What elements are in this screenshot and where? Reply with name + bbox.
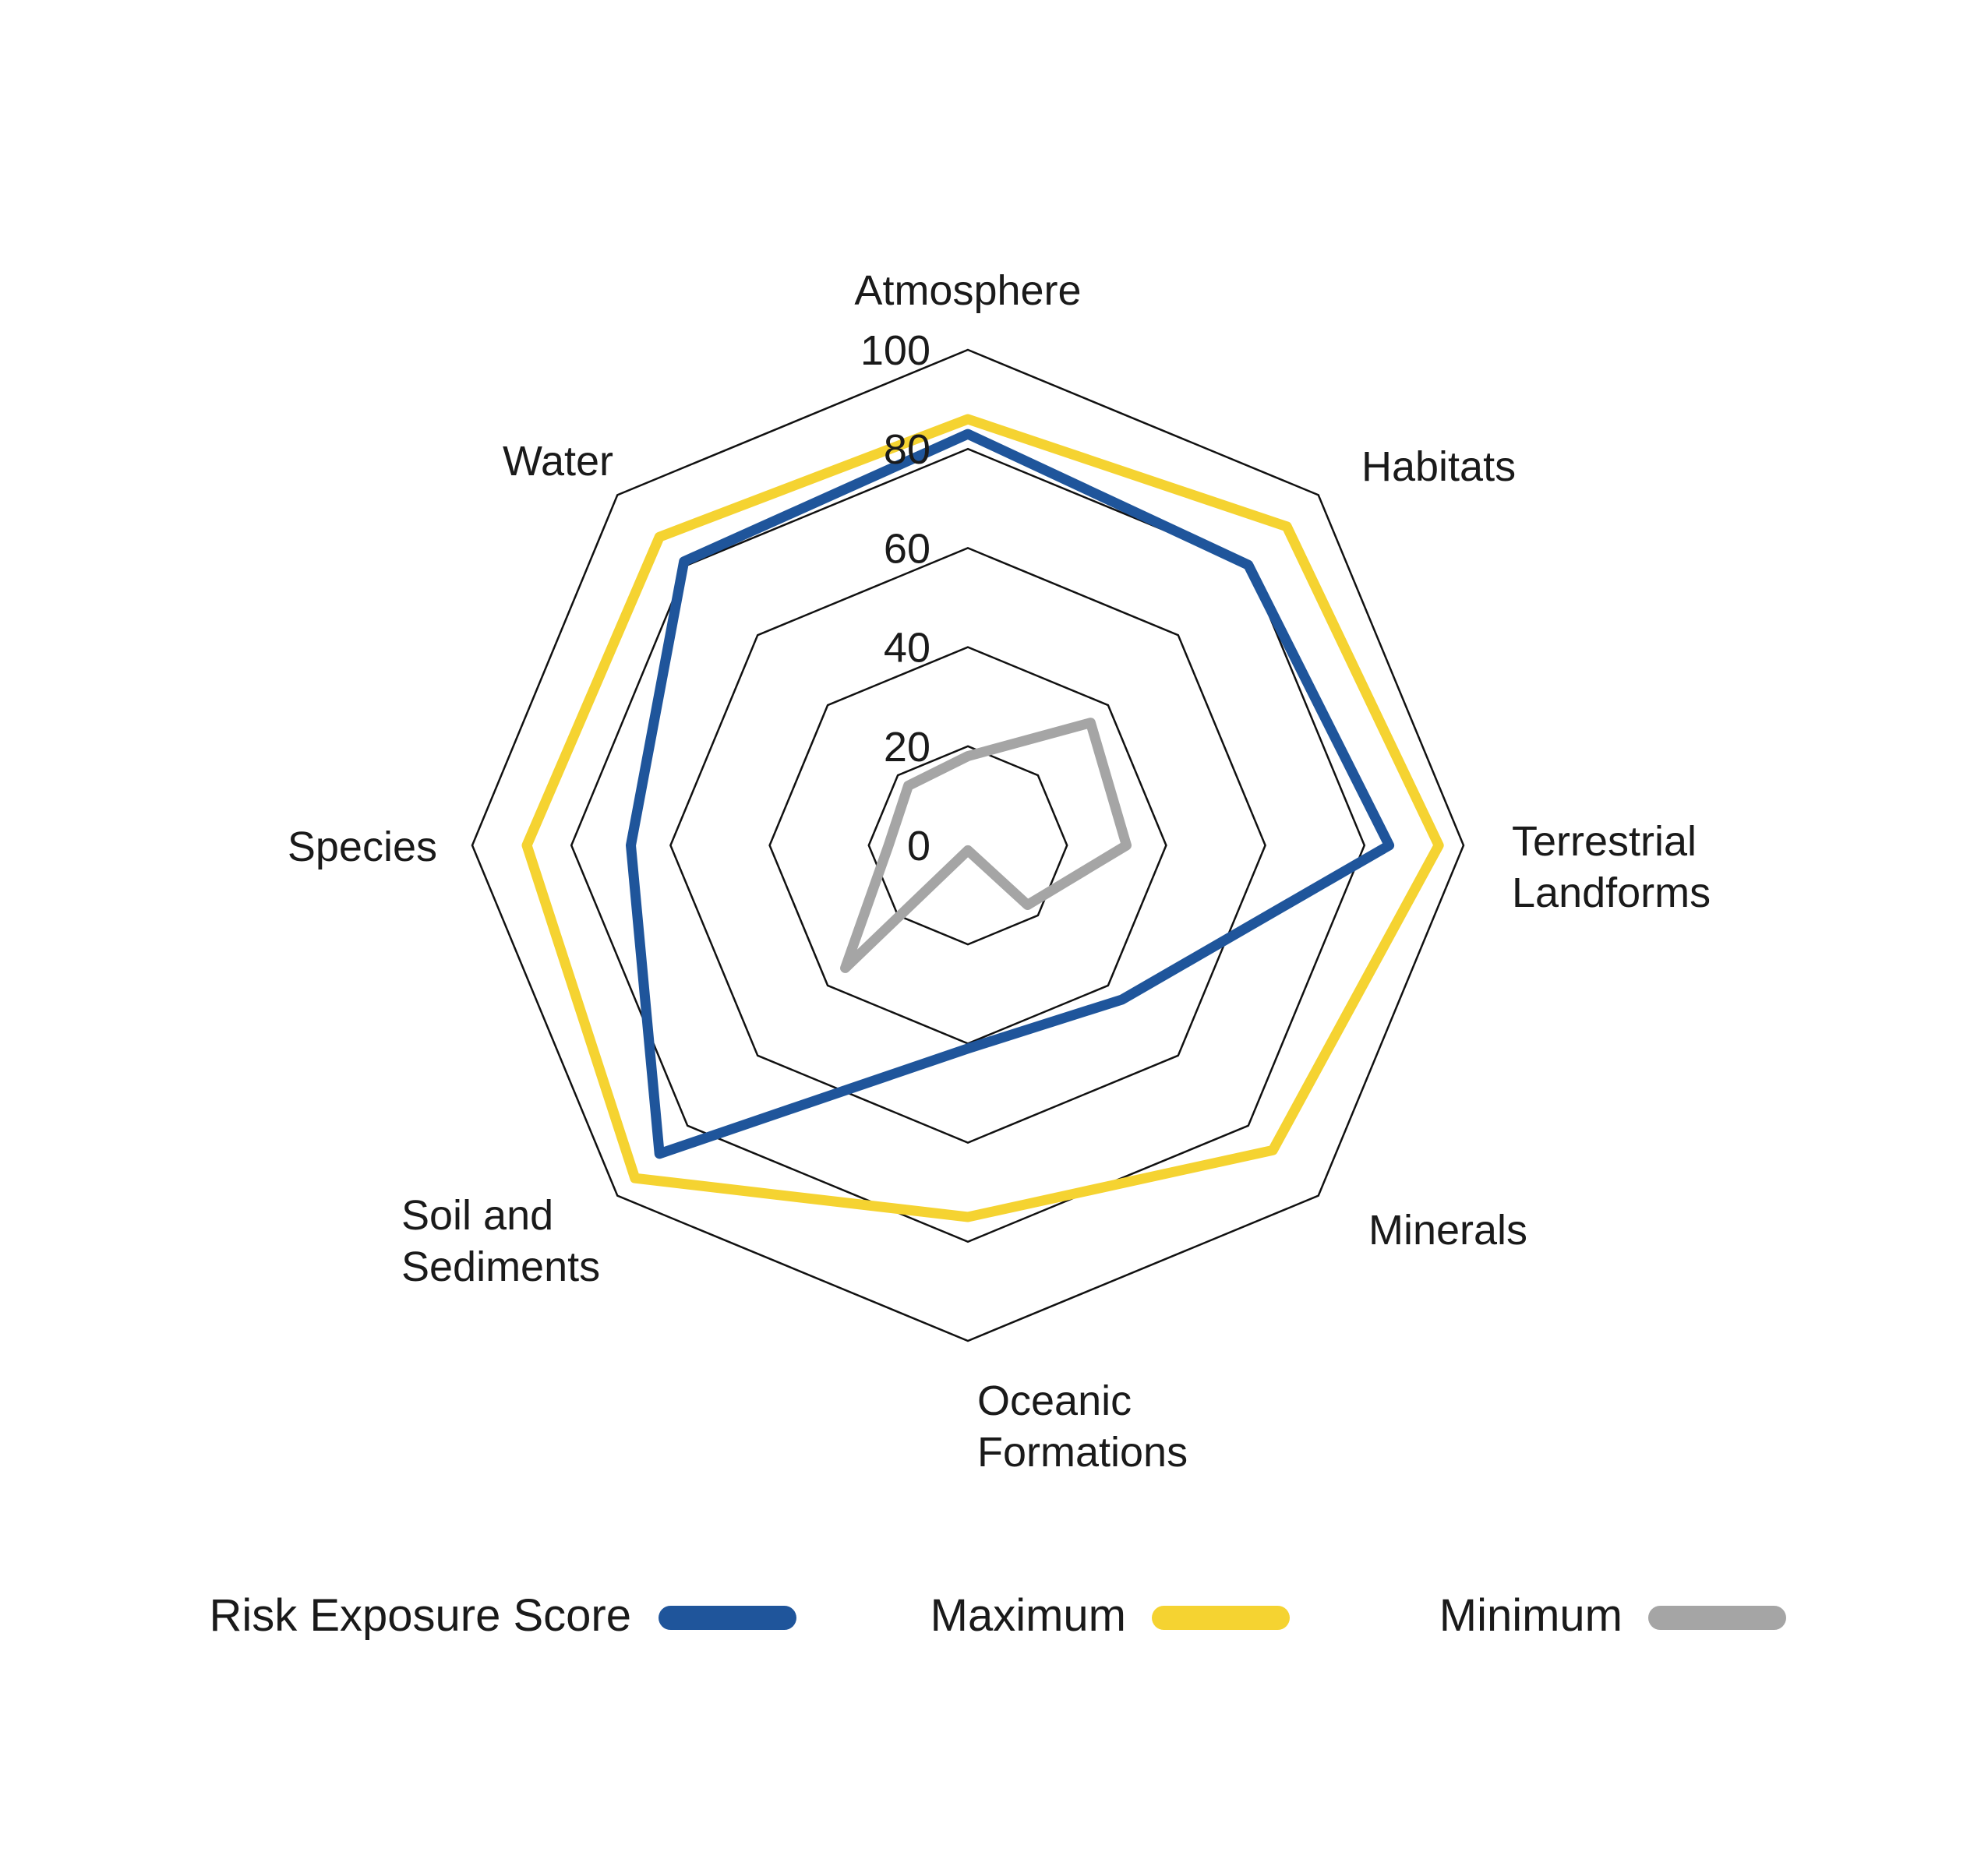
axis-label-line: Oceanic [977, 1377, 1132, 1424]
series-line-minimum [840, 718, 1132, 973]
axis-label-line: Species [288, 824, 437, 870]
axis-labels: Atmosphere Habitats Terrestrial Landforms Mi… [288, 267, 1711, 1476]
axis-label-minerals: Minerals [1368, 1207, 1527, 1254]
axis-label-line: Atmosphere [854, 267, 1081, 314]
axis-label-line: Habitats [1361, 443, 1516, 490]
axis-label-line: Landforms [1512, 869, 1711, 916]
legend-label: Maximum [930, 1590, 1126, 1641]
grid-rings [471, 348, 1465, 1342]
radial-tick-label-0: 0 [907, 823, 930, 869]
legend-swatch [659, 1606, 796, 1630]
legend-item-risk-exposure-score: Risk Exposure Score [209, 1590, 796, 1641]
legend-label: Minimum [1439, 1590, 1623, 1641]
radial-tick-label-40: 40 [884, 625, 930, 672]
axis-label-water: Water [503, 438, 613, 485]
radial-tick-label-100: 100 [860, 327, 930, 374]
series-line-maximum [521, 414, 1444, 1222]
radial-tick-label-80: 80 [884, 426, 930, 473]
legend-swatch [1152, 1606, 1290, 1630]
axis-label-line: Formations [977, 1429, 1188, 1476]
legend-item-minimum: Minimum [1439, 1590, 1786, 1641]
axis-label-line: Soil and [401, 1192, 553, 1239]
grid-ring-20 [867, 745, 1068, 946]
radial-tick-label-20: 20 [884, 724, 930, 771]
legend: Risk Exposure Score Maximum Minimum [209, 1590, 1786, 1641]
radial-tick-label-60: 60 [884, 525, 930, 572]
axis-label-line: Sediments [401, 1243, 600, 1290]
series-lines [521, 414, 1444, 1222]
grid-ring-60 [669, 547, 1266, 1144]
axis-label-oceanic-formations: Oceanic Formations [977, 1377, 1188, 1476]
axis-label-line: Terrestrial [1512, 818, 1697, 865]
grid-ring-100 [471, 348, 1465, 1342]
axis-label-habitats: Habitats [1361, 443, 1516, 490]
legend-item-maximum: Maximum [930, 1590, 1290, 1641]
axis-label-atmosphere: Atmosphere [854, 267, 1081, 314]
series-line-risk-exposure-score [626, 429, 1395, 1159]
legend-label: Risk Exposure Score [209, 1590, 631, 1641]
axis-label-terrestrial-landforms: Terrestrial Landforms [1512, 818, 1711, 916]
axis-label-line: Minerals [1368, 1207, 1527, 1254]
legend-swatch [1648, 1606, 1786, 1630]
axis-label-line: Water [503, 438, 613, 485]
axis-label-species: Species [288, 824, 437, 870]
grid-ring-80 [570, 447, 1366, 1243]
radial-tick-labels: 0 20 40 60 80 100 [860, 327, 930, 869]
axis-label-soil-and-sediments: Soil and Sediments [401, 1192, 600, 1290]
